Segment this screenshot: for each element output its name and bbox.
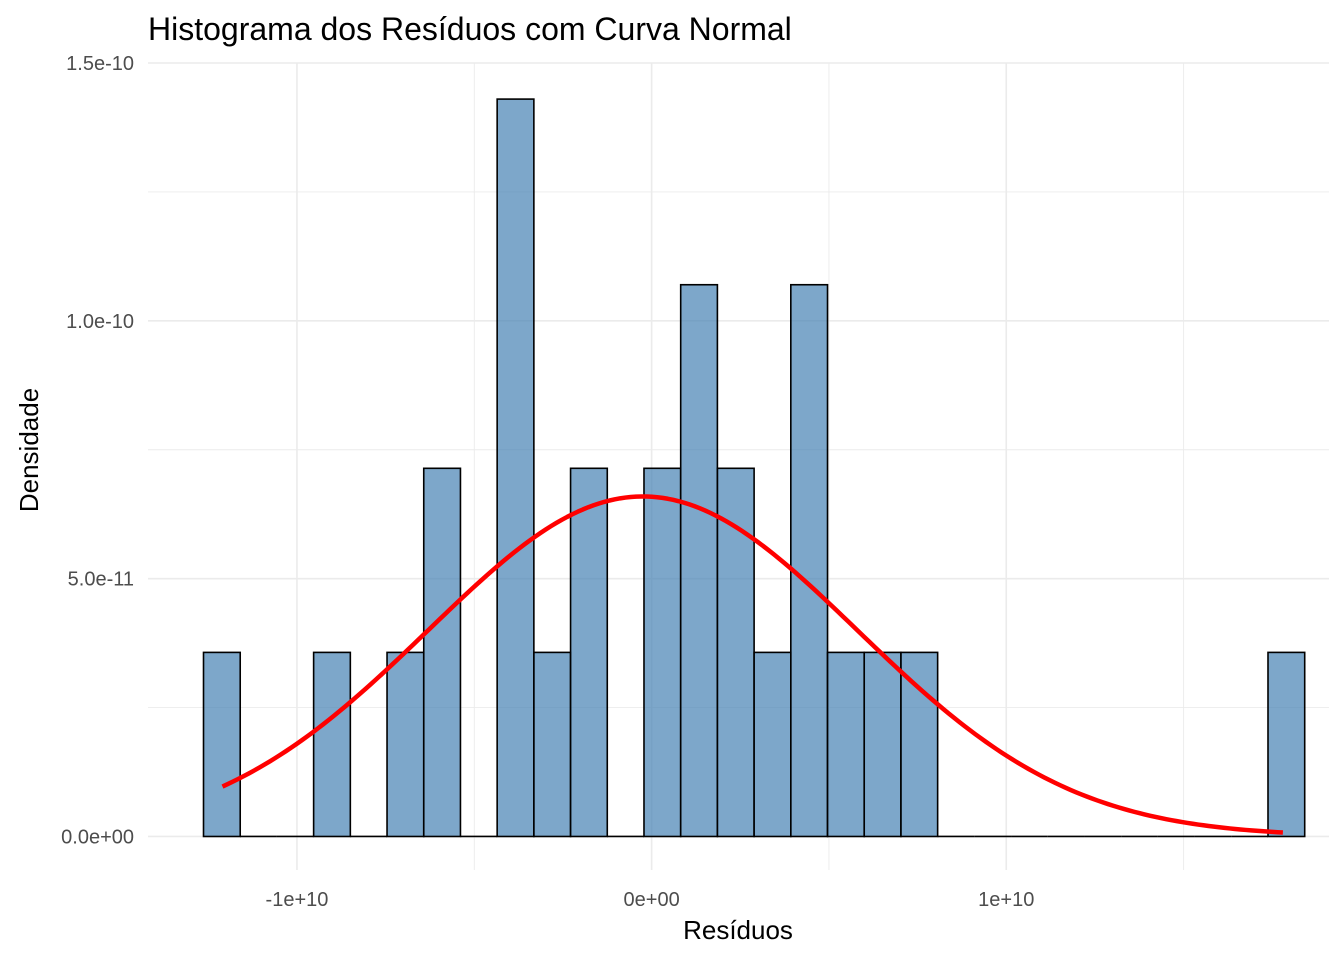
histogram-bar (716, 467, 755, 838)
histogram-bar (422, 467, 462, 838)
y-axis-title: Densidade (14, 388, 44, 512)
x-axis-title: Resíduos (683, 915, 793, 945)
x-axis-ticks: -1e+10 0e+00 1e+10 (266, 889, 1035, 911)
histogram-bar (863, 651, 902, 838)
normal-curve (221, 494, 1284, 835)
minor-grid (148, 63, 1329, 870)
histogram-bars (202, 98, 1306, 838)
normal-curve-layer (221, 494, 1284, 835)
histogram-bar (569, 467, 609, 838)
histogram-bar (312, 651, 352, 838)
histogram-bar (900, 651, 939, 838)
y-tick-label: 5.0e-11 (68, 569, 134, 591)
histogram-bar (533, 651, 572, 838)
histogram-bar (753, 651, 792, 838)
y-tick-label: 0.0e+00 (61, 826, 134, 848)
histogram-bar (826, 651, 866, 838)
x-tick-label: -1e+10 (266, 889, 329, 911)
histogram-bar (790, 283, 829, 838)
histogram-bar (202, 651, 242, 838)
histogram-bar (386, 651, 425, 838)
y-tick-label: 1.0e-10 (66, 311, 134, 333)
chart-title: Histograma dos Resíduos com Curva Normal (148, 11, 792, 47)
y-tick-label: 1.5e-10 (66, 53, 134, 75)
histogram-bar (496, 98, 535, 838)
histogram-bar (643, 467, 682, 838)
histogram-bar (679, 283, 719, 838)
histogram-bar (1267, 651, 1306, 838)
y-axis-ticks: 0.0e+00 5.0e-11 1.0e-10 1.5e-10 (61, 53, 134, 848)
x-tick-label: 0e+00 (624, 889, 680, 911)
x-tick-label: 1e+10 (978, 889, 1034, 911)
